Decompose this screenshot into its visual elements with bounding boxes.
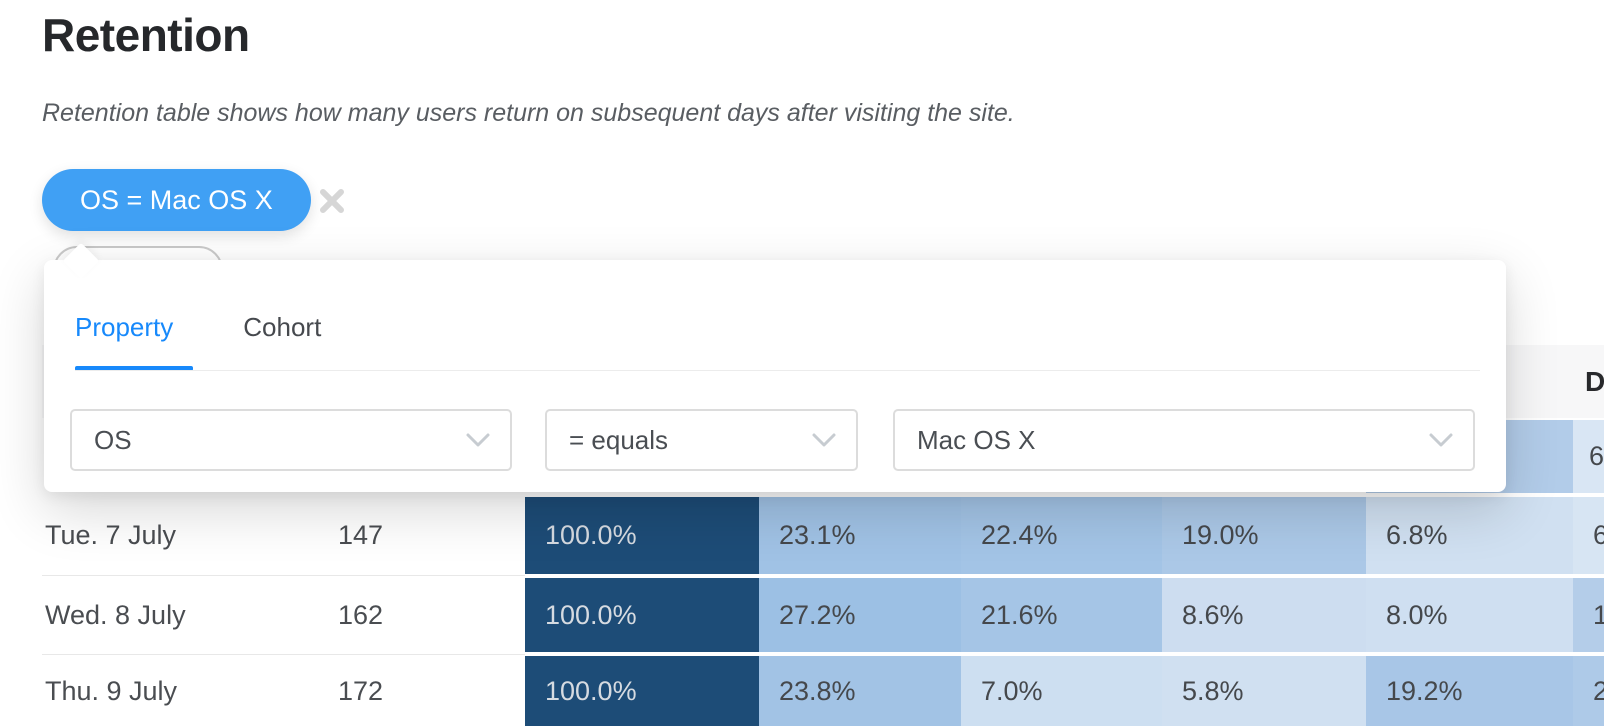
retention-cell: 2 xyxy=(1573,656,1604,726)
retention-cell: 1 xyxy=(1573,578,1604,652)
filter-pill-os[interactable]: OS = Mac OS X xyxy=(42,169,311,231)
retention-cell: 27.2% xyxy=(759,578,961,652)
page-subtitle: Retention table shows how many users ret… xyxy=(42,99,1015,127)
row-divider xyxy=(42,654,525,655)
tabs-divider xyxy=(75,370,1480,371)
popover-tabs: Property Cohort xyxy=(75,312,321,343)
property-select-value: OS xyxy=(94,424,132,455)
retention-cell: 21.6% xyxy=(961,578,1162,652)
retention-cell: 6 xyxy=(1573,497,1604,574)
retention-cell: 22.4% xyxy=(961,497,1162,574)
chevron-down-icon xyxy=(1429,433,1453,447)
retention-cell: 23.1% xyxy=(759,497,961,574)
active-tab-underline xyxy=(75,366,193,371)
value-select-value: Mac OS X xyxy=(917,424,1036,455)
tab-property[interactable]: Property xyxy=(75,312,174,342)
retention-cell: 8.6% xyxy=(1162,578,1366,652)
row-date: Wed. 8 July xyxy=(42,578,338,652)
table-row: Wed. 8 July 162 100.0% 27.2% 21.6% 8.6% 8.0% 1 xyxy=(42,578,1604,652)
chevron-down-icon xyxy=(466,433,490,447)
row-date: Tue. 7 July xyxy=(42,497,338,574)
retention-cell: 100.0% xyxy=(525,578,759,652)
close-icon xyxy=(320,189,344,213)
row-users-count: 172 xyxy=(338,656,525,726)
value-select[interactable]: Mac OS X xyxy=(893,409,1475,471)
column-header-day: D xyxy=(1585,366,1604,397)
retention-cell: 5.8% xyxy=(1162,656,1366,726)
retention-cell: 8.0% xyxy=(1366,578,1573,652)
retention-cell: 19.0% xyxy=(1162,497,1366,574)
retention-cell: 6.8% xyxy=(1366,497,1573,574)
operator-select[interactable]: = equals xyxy=(545,409,858,471)
tab-cohort[interactable]: Cohort xyxy=(243,312,322,342)
filter-pill-label: OS = Mac OS X xyxy=(80,184,273,215)
row-date: Thu. 9 July xyxy=(42,656,338,726)
retention-cell: 23.8% xyxy=(759,656,961,726)
row-divider xyxy=(42,575,525,576)
chevron-down-icon xyxy=(812,433,836,447)
table-row: Thu. 9 July 172 100.0% 23.8% 7.0% 5.8% 19.2% 2 xyxy=(42,656,1604,726)
row-users-count: 162 xyxy=(338,578,525,652)
remove-filter-icon[interactable] xyxy=(319,188,345,219)
retention-cell: 19.2% xyxy=(1366,656,1573,726)
operator-select-value: = equals xyxy=(569,424,669,455)
property-select[interactable]: OS xyxy=(70,409,512,471)
cell-value: 6 xyxy=(1589,441,1604,471)
retention-cell: 7.0% xyxy=(961,656,1162,726)
table-row: Tue. 7 July 147 100.0% 23.1% 22.4% 19.0% 6.8% 6 xyxy=(42,497,1604,574)
retention-cell: 100.0% xyxy=(525,656,759,726)
filter-popover: Property Cohort OS = equals Mac OS X xyxy=(44,242,1506,492)
retention-cell-partial: 6 xyxy=(1573,420,1604,493)
retention-cell: 100.0% xyxy=(525,497,759,574)
row-users-count: 147 xyxy=(338,497,525,574)
page-title: Retention xyxy=(42,9,250,61)
